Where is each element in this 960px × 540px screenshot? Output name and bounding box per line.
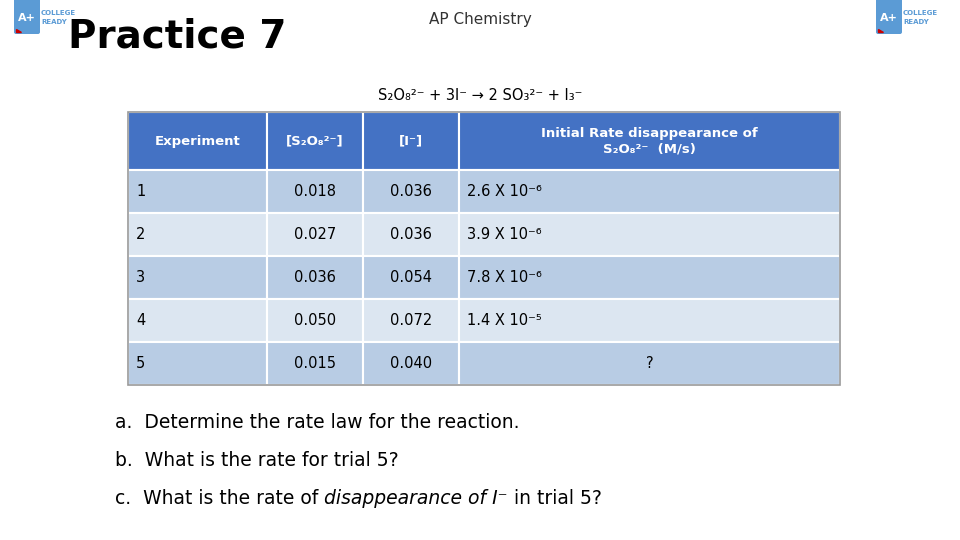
Text: 5: 5 (136, 356, 145, 371)
Bar (128, 342, 267, 385)
Text: ?: ? (646, 356, 654, 371)
Bar (267, 299, 363, 342)
Text: Experiment: Experiment (155, 134, 240, 147)
FancyBboxPatch shape (876, 0, 902, 34)
Text: AP Chemistry: AP Chemistry (428, 12, 532, 27)
Text: COLLEGE: COLLEGE (41, 10, 76, 16)
Text: 4: 4 (136, 313, 145, 328)
Bar (363, 342, 459, 385)
Bar (267, 342, 363, 385)
Text: disappearance of I⁻: disappearance of I⁻ (324, 489, 508, 508)
Text: 0.018: 0.018 (294, 184, 336, 199)
Text: 0.036: 0.036 (294, 270, 336, 285)
Text: READY: READY (903, 19, 928, 25)
Bar (459, 342, 840, 385)
Bar (363, 170, 459, 213)
Text: 0.050: 0.050 (294, 313, 336, 328)
Bar (363, 256, 459, 299)
Polygon shape (16, 29, 21, 32)
Bar (128, 170, 267, 213)
Text: 0.027: 0.027 (294, 227, 336, 242)
Text: a.  Determine the rate law for the reaction.: a. Determine the rate law for the reacti… (115, 413, 519, 432)
Bar (267, 112, 363, 170)
Bar (459, 213, 840, 256)
Bar (363, 213, 459, 256)
Text: b.  What is the rate for trial 5?: b. What is the rate for trial 5? (115, 451, 398, 470)
Text: 7.8 X 10⁻⁶: 7.8 X 10⁻⁶ (468, 270, 542, 285)
Text: 3: 3 (136, 270, 145, 285)
Bar (459, 256, 840, 299)
Text: 0.015: 0.015 (294, 356, 336, 371)
Text: S₂O₈²⁻ + 3I⁻ → 2 SO₃²⁻ + I₃⁻: S₂O₈²⁻ + 3I⁻ → 2 SO₃²⁻ + I₃⁻ (378, 88, 582, 103)
Text: 2: 2 (136, 227, 145, 242)
Text: [I⁻]: [I⁻] (399, 134, 423, 147)
Bar (459, 170, 840, 213)
Text: c.  What is the rate of: c. What is the rate of (115, 489, 324, 508)
Text: 2.6 X 10⁻⁶: 2.6 X 10⁻⁶ (468, 184, 542, 199)
Text: Initial Rate disappearance of
S₂O₈²⁻  (M/s): Initial Rate disappearance of S₂O₈²⁻ (M/… (541, 126, 757, 156)
Text: A+: A+ (880, 13, 898, 23)
Bar (128, 256, 267, 299)
Bar (128, 299, 267, 342)
Bar (459, 112, 840, 170)
Text: in trial 5?: in trial 5? (508, 489, 602, 508)
Text: A+: A+ (18, 13, 36, 23)
Text: 0.054: 0.054 (390, 270, 432, 285)
Bar (363, 112, 459, 170)
Bar (128, 213, 267, 256)
Bar (267, 256, 363, 299)
Text: Practice 7: Practice 7 (68, 18, 286, 56)
FancyBboxPatch shape (14, 0, 40, 34)
Bar (267, 213, 363, 256)
Text: 0.036: 0.036 (390, 184, 432, 199)
Bar (267, 170, 363, 213)
Polygon shape (878, 29, 883, 32)
Text: 0.036: 0.036 (390, 227, 432, 242)
Bar (459, 299, 840, 342)
Text: 1.4 X 10⁻⁵: 1.4 X 10⁻⁵ (468, 313, 541, 328)
Text: COLLEGE: COLLEGE (903, 10, 938, 16)
Text: 3.9 X 10⁻⁶: 3.9 X 10⁻⁶ (468, 227, 541, 242)
Bar (363, 299, 459, 342)
Text: 0.072: 0.072 (390, 313, 432, 328)
Text: [S₂O₈²⁻]: [S₂O₈²⁻] (286, 134, 344, 147)
Bar (128, 112, 267, 170)
Text: 1: 1 (136, 184, 145, 199)
Bar (128, 112, 840, 385)
Text: 0.040: 0.040 (390, 356, 432, 371)
Text: READY: READY (41, 19, 67, 25)
